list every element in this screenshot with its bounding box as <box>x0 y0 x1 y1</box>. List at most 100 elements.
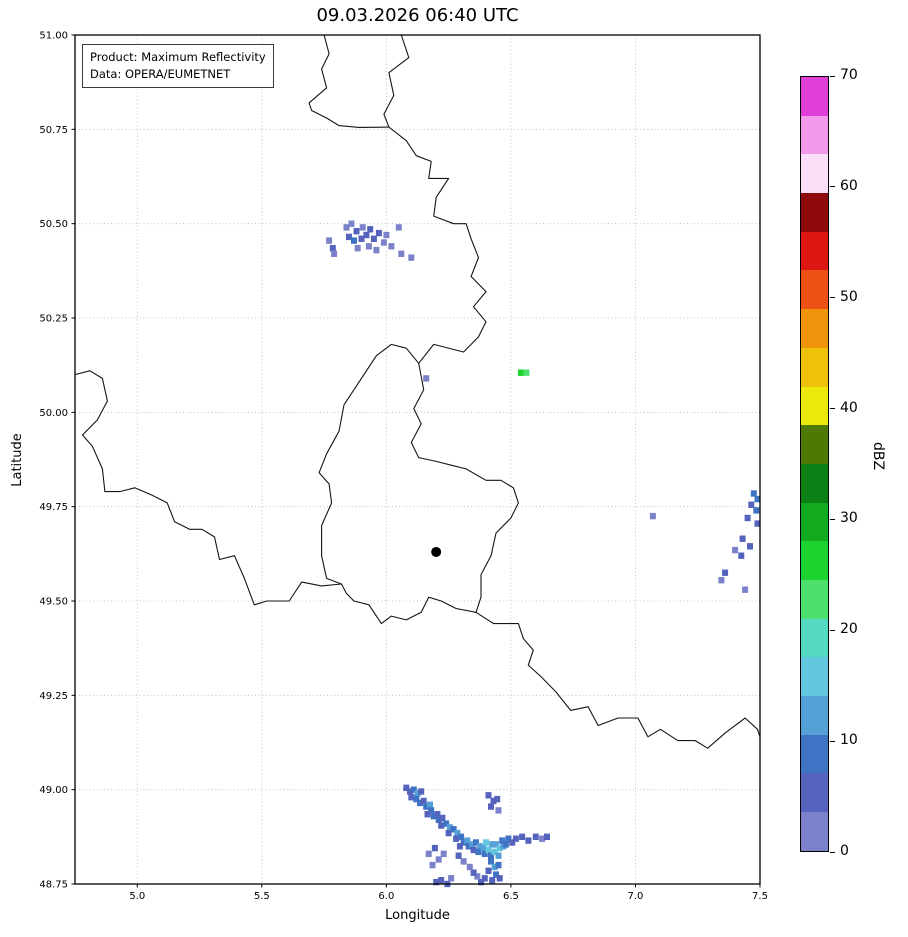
radar-cell <box>370 235 377 242</box>
radar-cell <box>470 869 477 876</box>
colorbar-tick-label: 40 <box>840 399 858 416</box>
colorbar-tick <box>830 851 835 853</box>
radar-cell <box>445 829 452 837</box>
colorbar-unit-label: dBZ <box>870 441 886 471</box>
radar-cell <box>754 520 761 527</box>
radar-cell <box>427 801 433 808</box>
country-border <box>308 34 390 128</box>
radar-cell <box>473 839 479 846</box>
radar-cell <box>460 839 467 846</box>
y-tick-label: 50.50 <box>39 219 68 230</box>
radar-cell <box>519 833 526 840</box>
colorbar-tick-label: 20 <box>840 621 858 638</box>
colorbar-tick <box>830 186 835 188</box>
radar-cell <box>539 835 546 842</box>
y-axis-label: Latitude <box>10 433 25 487</box>
colorbar-segment <box>801 502 828 542</box>
radar-cell <box>491 848 498 856</box>
radar-cell <box>469 841 476 848</box>
radar-cell <box>346 233 352 241</box>
radar-cell <box>491 863 498 871</box>
colorbar-tick <box>830 518 835 520</box>
radar-cell <box>509 839 516 846</box>
radar-cell <box>438 877 445 884</box>
colorbar <box>800 76 829 852</box>
y-tick-label: 51.00 <box>39 31 68 42</box>
radar-cell <box>440 850 447 857</box>
radar-cell <box>424 811 431 818</box>
radar-cell <box>398 250 405 257</box>
radar-cell <box>439 814 446 822</box>
colorbar-tick-label: 30 <box>840 510 858 527</box>
radar-cell <box>488 858 494 865</box>
colorbar-segment <box>801 696 828 735</box>
colorbar-segment <box>801 154 828 194</box>
radar-cell <box>395 224 402 231</box>
radar-cell <box>505 835 512 842</box>
radar-cell <box>481 875 488 882</box>
plot-frame <box>74 34 761 885</box>
radar-cell <box>353 228 360 235</box>
colorbar-segment <box>801 541 828 580</box>
product-line: Product: Maximum Reflectivity <box>90 50 266 64</box>
y-tick-label: 50.75 <box>39 125 68 136</box>
colorbar-tick <box>830 740 835 742</box>
y-tick-label: 48.75 <box>39 880 68 891</box>
colorbar-tick-label: 0 <box>840 843 849 859</box>
colorbar-segment <box>801 773 828 813</box>
radar-cell <box>739 535 746 542</box>
radar-cell <box>747 543 753 550</box>
radar-cell <box>413 795 420 803</box>
colorbar-segment <box>801 231 828 271</box>
radar-cell <box>359 224 366 231</box>
radar-cell <box>489 877 496 884</box>
radar-cell <box>754 495 761 503</box>
radar-cell <box>329 245 336 252</box>
radar-cell <box>425 850 432 857</box>
radar-cell <box>388 243 395 250</box>
radar-cell <box>748 501 755 508</box>
radar-cell <box>408 254 415 261</box>
radar-cell <box>455 852 462 859</box>
product-info-box: Product: Maximum Reflectivity Data: OPER… <box>82 44 274 89</box>
x-tick-label: 5.5 <box>254 891 270 902</box>
colorbar-segment <box>801 309 828 348</box>
colorbar-tick <box>830 75 835 77</box>
country-border <box>475 611 761 749</box>
colorbar-tick-label: 60 <box>840 177 858 194</box>
y-tick-label: 50.00 <box>39 408 68 419</box>
radar-cell <box>493 841 499 848</box>
x-tick-label: 5.0 <box>129 891 145 902</box>
radar-cell <box>753 507 760 514</box>
plot-title: 09.03.2026 06:40 UTC <box>316 5 519 26</box>
y-tick-label: 49.25 <box>39 691 68 702</box>
radar-cell <box>450 826 457 833</box>
radar-cell <box>485 846 492 854</box>
x-tick-label: 6.5 <box>503 891 519 902</box>
colorbar-segment <box>801 77 828 116</box>
map-plot: 5.0 5.5 6.0 6.5 7.0 7.5 48.75 49.00 49.25 49.50 49… <box>39 31 768 903</box>
radar-cell <box>420 797 427 805</box>
radar-cell <box>496 875 503 882</box>
colorbar-segment <box>801 812 828 851</box>
colorbar-tick-label: 10 <box>840 732 858 749</box>
y-tick-label: 49.50 <box>39 597 68 608</box>
radar-cell <box>431 844 438 852</box>
colorbar-segment <box>801 347 828 387</box>
colorbar-segments <box>801 77 828 851</box>
radar-cell <box>475 848 482 856</box>
radar-cell <box>458 833 465 840</box>
country-border <box>410 362 519 613</box>
colorbar-segment <box>801 270 828 310</box>
radar-cell <box>433 878 440 886</box>
colorbar-segment <box>801 193 828 232</box>
radar-cell <box>363 231 370 239</box>
colorbar-tick <box>830 629 835 631</box>
y-tick-label: 49.75 <box>39 502 68 513</box>
radar-cell <box>495 807 502 814</box>
radar-cell <box>480 844 487 852</box>
radar-cell <box>481 850 488 857</box>
radar-cell <box>649 512 656 520</box>
radar-cell <box>464 837 471 844</box>
